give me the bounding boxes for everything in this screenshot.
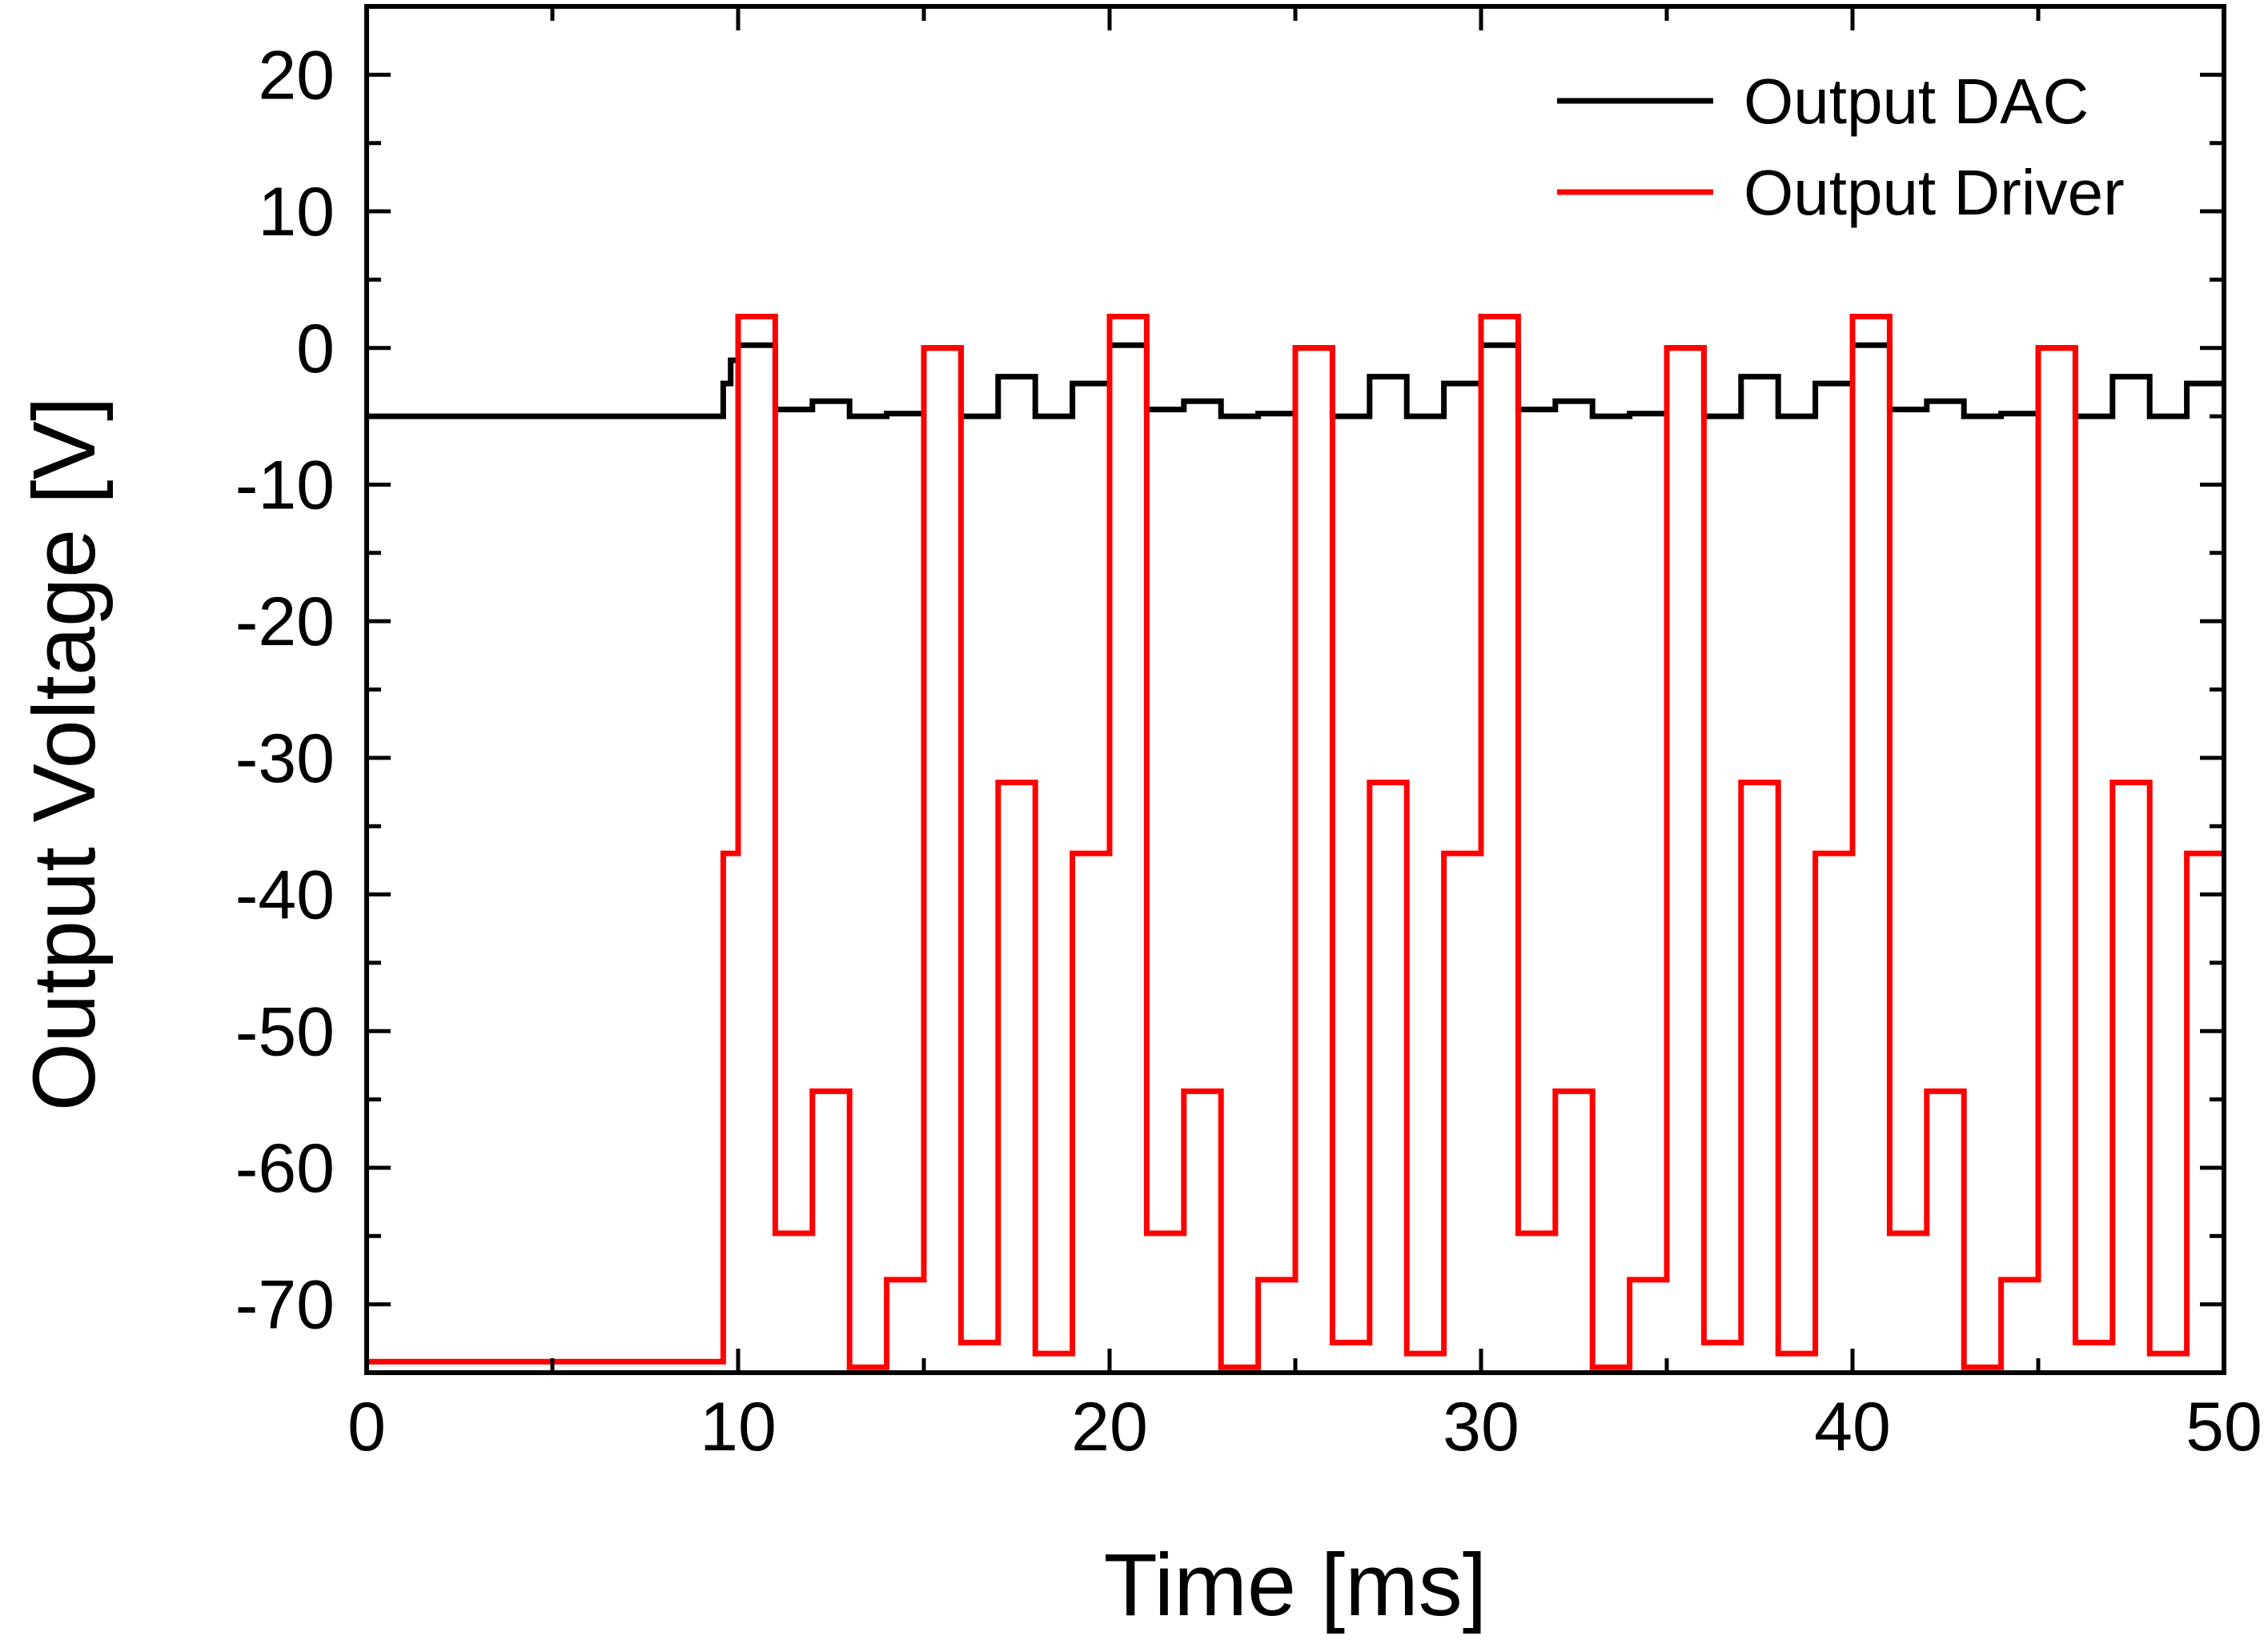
y-tick-label: -60 xyxy=(235,1130,335,1207)
series-line-output-driver xyxy=(367,314,2224,1370)
y-tick-label: -40 xyxy=(235,857,335,934)
y-tick-label: -20 xyxy=(235,583,335,660)
x-tick-label: 10 xyxy=(700,1389,777,1466)
x-tick-label: 40 xyxy=(1814,1389,1891,1466)
series-layer xyxy=(367,314,2224,1370)
x-tick-label: 0 xyxy=(347,1389,386,1466)
y-tick-label: -10 xyxy=(235,447,335,523)
legend: Output DAC Output Driver xyxy=(1557,66,2125,228)
x-tick-label: 50 xyxy=(2186,1389,2262,1466)
x-tick-label: 30 xyxy=(1443,1389,1519,1466)
series-line-output-dac xyxy=(367,342,2224,419)
x-tick-label: 20 xyxy=(1071,1389,1148,1466)
y-tick-label: 0 xyxy=(296,311,335,387)
y-axis-title: Output Voltage [V] xyxy=(15,397,114,1112)
legend-label-output-dac: Output DAC xyxy=(1744,66,2089,137)
y-tick-label: 10 xyxy=(258,174,335,251)
y-tick-label: 20 xyxy=(258,37,335,114)
y-tick-label: -30 xyxy=(235,720,335,797)
y-tick-label: -70 xyxy=(235,1267,335,1344)
x-axis-title: Time [ms] xyxy=(1104,1536,1487,1634)
legend-label-output-driver: Output Driver xyxy=(1744,157,2125,228)
y-tick-label: -50 xyxy=(235,993,335,1070)
axis-layer: 0 10 20 30 40 50 20 10 0 -10 -20 -30 -40 -50 -60 -70 xyxy=(235,4,2262,1466)
